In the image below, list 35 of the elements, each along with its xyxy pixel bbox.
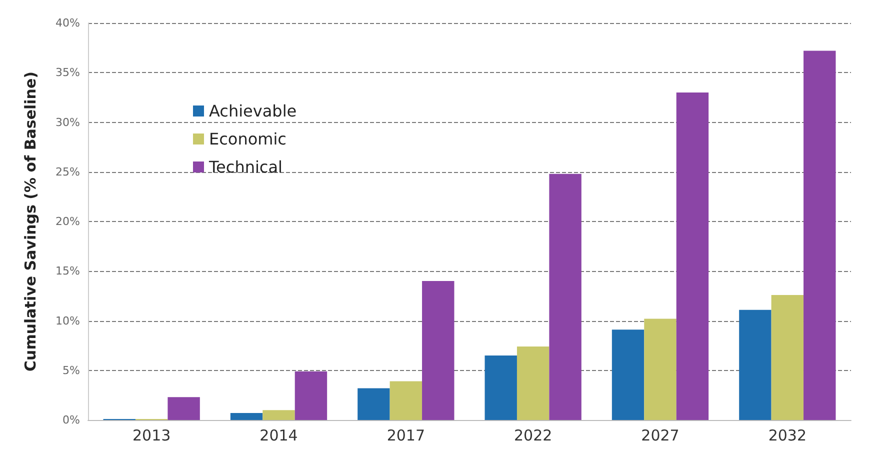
bar	[739, 310, 772, 420]
bar	[676, 92, 709, 420]
x-tick-label: 2013	[132, 426, 171, 444]
bar	[804, 50, 836, 420]
bar	[612, 330, 644, 420]
y-tick-label: 0%	[62, 414, 80, 426]
y-tick-label: 5%	[62, 364, 80, 377]
y-tick-label: 30%	[56, 116, 80, 129]
bar	[390, 381, 422, 420]
legend-label: Economic	[209, 130, 286, 148]
bar	[644, 318, 676, 420]
legend-label: Achievable	[209, 102, 297, 120]
bar	[422, 281, 454, 420]
y-axis-title: Cumulative Savings (% of Baseline)	[22, 72, 40, 372]
y-tick-label: 40%	[56, 16, 80, 30]
legend-label: Technical	[208, 158, 282, 176]
bar	[168, 397, 200, 420]
y-tick-label: 15%	[56, 264, 80, 278]
bar	[549, 174, 582, 420]
bar	[294, 371, 328, 420]
x-tick-label: 2027	[641, 426, 680, 444]
x-tick-label: 2022	[514, 426, 552, 444]
y-tick-label: 20%	[56, 215, 80, 228]
bar	[358, 388, 390, 420]
bar	[516, 346, 550, 420]
y-tick-label: 25%	[56, 165, 80, 178]
x-tick-label: 2032	[768, 426, 807, 444]
x-tick-label: 2017	[386, 426, 426, 444]
y-tick-label: 10%	[56, 314, 80, 328]
bar	[484, 355, 517, 420]
bar	[262, 410, 295, 420]
bar	[230, 413, 263, 420]
bar	[771, 294, 804, 420]
y-tick-label: 35%	[56, 66, 80, 80]
x-tick-label: 2014	[260, 426, 298, 444]
